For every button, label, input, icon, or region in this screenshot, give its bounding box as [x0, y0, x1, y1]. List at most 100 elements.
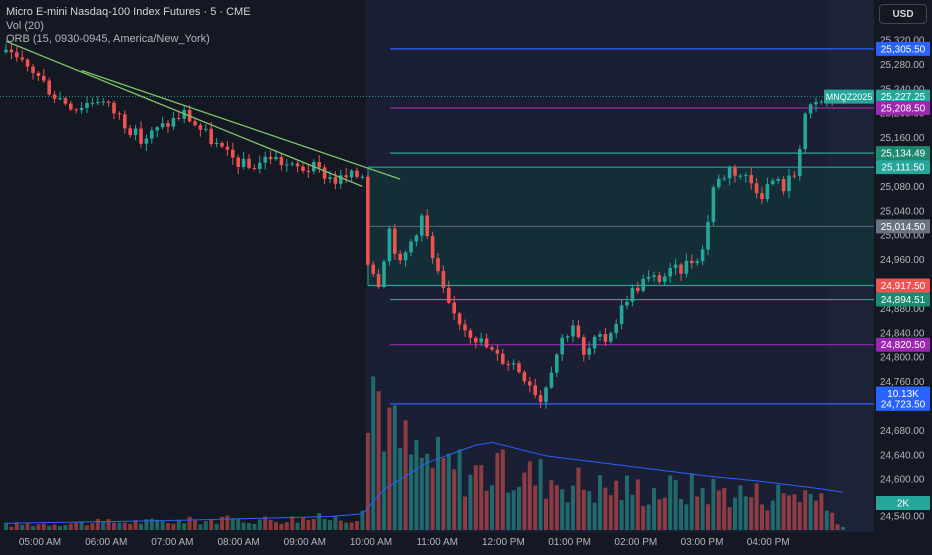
volume-bar [452, 469, 457, 530]
volume-bar [376, 391, 381, 530]
candle-body [727, 167, 732, 179]
volume-bar [144, 519, 149, 530]
volume-bar [733, 497, 737, 530]
price-label-text: 24,723.50 [881, 399, 926, 410]
candle-body [349, 170, 354, 178]
volume-bar [625, 475, 629, 530]
volume-bar [641, 506, 646, 530]
volume-bar [479, 465, 484, 530]
price-label-green [876, 292, 930, 307]
candle-body [382, 261, 386, 287]
candle-body [544, 387, 548, 402]
candle-body [214, 142, 219, 145]
volume-label-blue [876, 386, 930, 401]
candle-body [90, 102, 95, 104]
candle-body [468, 330, 473, 338]
volume-bar [20, 524, 25, 530]
candle-body [344, 175, 348, 178]
volume-bar [52, 524, 57, 530]
candle-body [322, 167, 327, 179]
candle-body [641, 278, 645, 291]
price-label-text: 25,305.50 [881, 44, 926, 55]
volume-bar [9, 526, 14, 530]
volume-bar [430, 467, 435, 530]
time-axis-tick: 04:00 PM [747, 537, 790, 548]
volume-label-text: 2K [897, 499, 910, 510]
candle-body [193, 121, 197, 126]
volume-bar [760, 504, 764, 530]
volume-bar [490, 485, 494, 530]
price-axis-tick: 25,080.00 [880, 182, 925, 193]
candle-body [803, 113, 807, 150]
volume-bar [398, 448, 403, 530]
candle-body [258, 162, 262, 170]
orb-indicator-label[interactable]: ORB (15, 0930-0945, America/New_York) [6, 33, 210, 45]
volume-bar [592, 502, 597, 530]
candle-body [355, 170, 359, 177]
volume-bar [819, 493, 824, 530]
candle-body [722, 178, 726, 180]
volume-bar [328, 520, 332, 530]
price-label-text: 24,894.51 [881, 295, 926, 306]
candle-body [42, 75, 46, 81]
volume-bar [446, 453, 451, 530]
price-label-text: 25,134.49 [881, 149, 926, 160]
volume-bar [419, 457, 424, 530]
currency-button[interactable]: USD [879, 4, 927, 24]
candle-body [371, 264, 375, 274]
price-label-text: 25,111.50 [881, 163, 924, 174]
candle-body [738, 175, 743, 177]
candle-body [555, 354, 559, 373]
price-axis-tick: 25,160.00 [880, 133, 925, 144]
volume-bar [754, 483, 759, 530]
volume-bar [58, 526, 62, 530]
volume-bar [171, 523, 176, 530]
volume-bar [333, 515, 338, 530]
candle-body [198, 125, 203, 130]
volume-bar [160, 521, 165, 530]
volume-bar [738, 485, 743, 530]
price-label-green [876, 146, 930, 161]
price-label-text: 25,227.25 [881, 92, 926, 103]
volume-bar [90, 523, 95, 530]
volume-bar [814, 500, 818, 530]
volume-bar [441, 457, 446, 530]
price-axis-tick: 25,040.00 [880, 206, 925, 217]
volume-bar [25, 523, 30, 530]
price-axis-tick: 24,800.00 [880, 353, 925, 364]
candle-body [36, 72, 41, 76]
volume-bar [409, 454, 413, 530]
trendline [81, 69, 401, 180]
candle-body [339, 175, 343, 184]
candle-body [285, 164, 289, 166]
candle-body [74, 109, 78, 111]
candle-body [765, 184, 770, 200]
candle-body [717, 178, 721, 188]
price-label-text: 25,014.50 [881, 222, 926, 233]
candle-body [166, 123, 170, 127]
candle-body [474, 337, 478, 343]
candle-body [328, 177, 332, 179]
volume-bar [392, 405, 397, 530]
volume-bar [511, 490, 516, 530]
price-axis-tick: 24,680.00 [880, 426, 925, 437]
volume-bar [830, 512, 835, 530]
volume-ma-line [5, 441, 844, 524]
candle-body [52, 94, 57, 99]
price-label-orbhigh [876, 160, 930, 175]
candle-body [587, 348, 591, 355]
volume-bar [241, 522, 246, 530]
price-label-text: 25,208.50 [881, 104, 926, 115]
symbol-title[interactable]: Micro E-mini Nasdaq-100 Index Futures · … [6, 6, 251, 18]
candle-body [711, 187, 716, 223]
volume-bar [436, 436, 440, 530]
candle-body [69, 103, 73, 110]
volume-indicator-label[interactable]: Vol (20) [6, 19, 44, 32]
candle-body [430, 236, 435, 259]
candle-body [690, 260, 694, 264]
candle-body [268, 156, 273, 160]
candle-body [528, 381, 532, 386]
candle-body [668, 268, 672, 277]
